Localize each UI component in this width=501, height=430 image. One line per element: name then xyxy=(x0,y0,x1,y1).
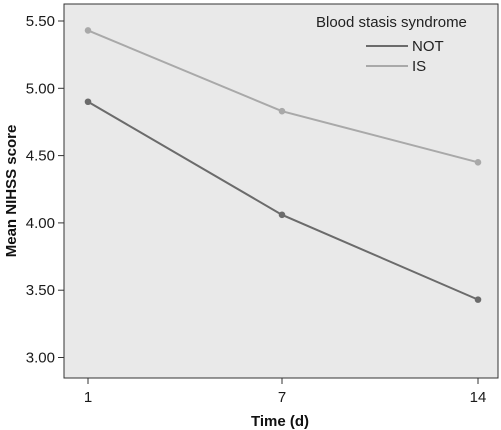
plot-area xyxy=(63,3,499,379)
y-tick-label: 3.50 xyxy=(26,282,55,299)
data-point-not xyxy=(474,296,482,303)
y-tick-label: 5.00 xyxy=(26,80,55,97)
legend-label-is: IS xyxy=(412,58,426,75)
y-axis: 3.00 3.50 4.00 4.50 5.00 5.50 xyxy=(26,13,64,367)
data-point-is xyxy=(278,107,286,115)
data-point-is xyxy=(474,159,482,166)
x-axis: 1 7 14 xyxy=(84,378,487,406)
x-tick-label: 14 xyxy=(470,389,487,406)
y-axis-title: Mean NIHSS score xyxy=(3,125,20,258)
x-axis-title: Time (d) xyxy=(251,413,309,430)
series-layer xyxy=(84,27,482,303)
x-tick-label: 7 xyxy=(278,389,286,406)
legend-title: Blood stasis syndrome xyxy=(316,14,467,31)
data-point-not xyxy=(84,98,92,106)
legend-label-not: NOT xyxy=(412,38,444,55)
data-point-not xyxy=(278,211,286,219)
y-tick-label: 5.50 xyxy=(26,13,55,30)
y-tick-label: 3.00 xyxy=(26,350,55,367)
x-tick-label: 1 xyxy=(84,389,92,406)
y-tick-label: 4.50 xyxy=(26,148,55,165)
y-tick-label: 4.00 xyxy=(26,215,55,232)
legend-items: NOT IS xyxy=(366,38,444,75)
legend: Blood stasis syndrome NOT IS xyxy=(316,14,467,75)
data-point-is xyxy=(84,27,92,34)
